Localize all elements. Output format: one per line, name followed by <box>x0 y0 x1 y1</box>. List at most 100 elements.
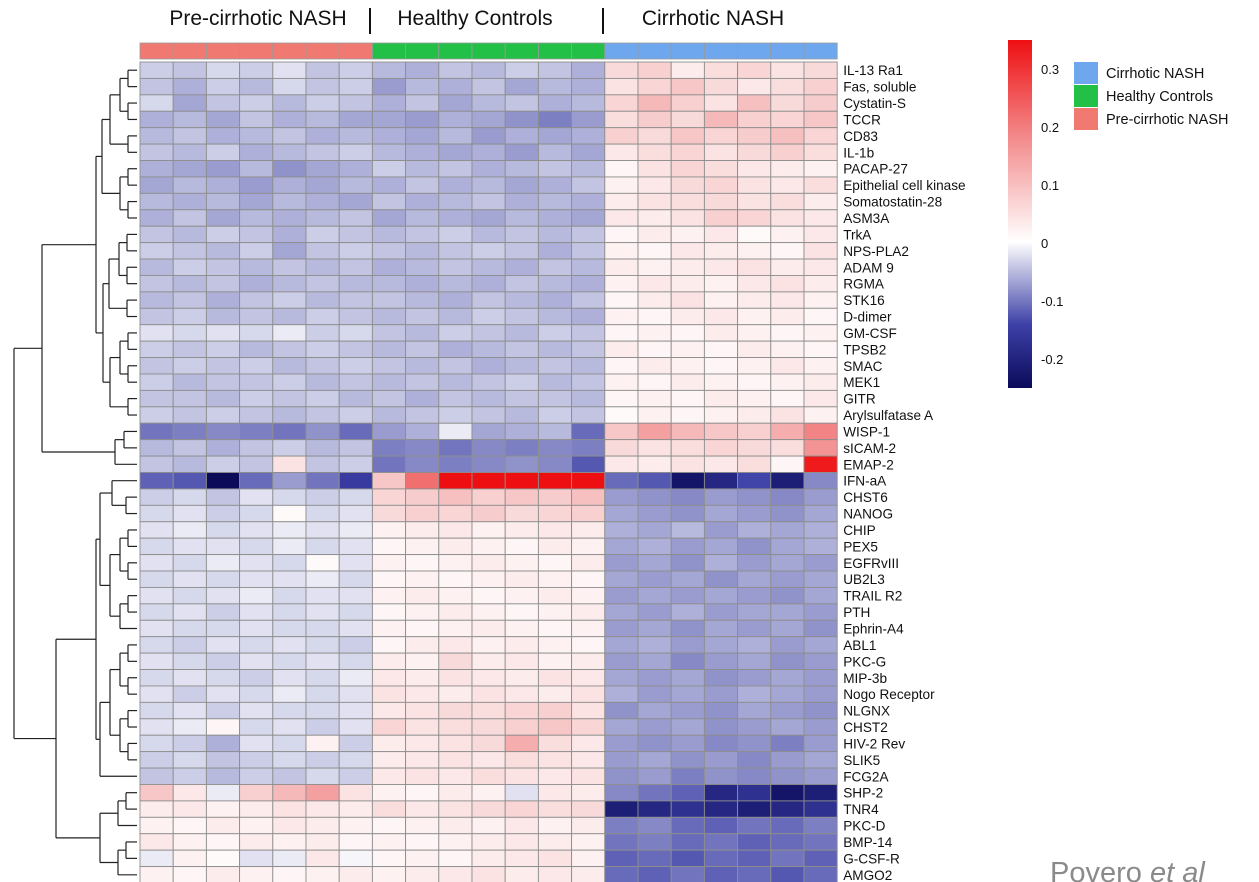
heatmap-cell <box>537 619 573 638</box>
heatmap-cell <box>637 685 672 703</box>
heatmap-cell <box>737 554 772 572</box>
citation-credit: Povero et al <box>1050 857 1206 882</box>
heatmap-cell <box>803 61 838 79</box>
heatmap-cell <box>438 61 473 79</box>
heatmap-cell <box>239 537 274 556</box>
heatmap-cell <box>471 127 506 145</box>
heatmap-cell <box>172 455 207 473</box>
heatmap-cell <box>670 521 705 539</box>
heatmap-cell <box>737 784 772 802</box>
heatmap-cell <box>338 652 373 670</box>
heatmap-cell <box>239 127 274 145</box>
heatmap-cell <box>139 357 174 375</box>
heatmap-cell <box>703 619 739 638</box>
heatmap-cell <box>504 619 539 638</box>
heatmap-cell <box>637 488 672 506</box>
heatmap-cell <box>504 554 539 572</box>
heatmap-cell <box>239 291 274 309</box>
heatmap-cell <box>272 324 307 342</box>
heatmap-cell <box>637 603 672 621</box>
heatmap-cell <box>571 570 606 588</box>
heatmap-cell <box>604 603 639 621</box>
heatmap-cell <box>537 603 573 621</box>
heatmap-cell <box>305 455 340 473</box>
heatmap-cell <box>239 389 274 408</box>
heatmap-cell <box>272 751 307 769</box>
heatmap-cell <box>239 176 274 194</box>
heatmap-cell <box>239 455 274 473</box>
heatmap-cell <box>405 422 440 441</box>
heatmap-cell <box>604 701 639 720</box>
heatmap-cell <box>703 734 739 753</box>
heatmap-cell <box>272 652 307 670</box>
heatmap-cell <box>272 160 307 178</box>
heatmap-cell <box>305 636 340 654</box>
heatmap-cell <box>604 61 639 79</box>
heatmap-cell <box>139 225 174 244</box>
heatmap-cell <box>537 636 573 654</box>
heatmap-cell <box>371 767 407 785</box>
group-annotation-bar <box>139 42 838 60</box>
heatmap-cell <box>670 127 705 145</box>
heatmap-cell <box>637 718 672 736</box>
heatmap-cell <box>770 275 805 293</box>
legend-swatch <box>1074 108 1098 130</box>
heatmap-cell <box>338 619 373 638</box>
heatmap-cell <box>239 340 274 359</box>
heatmap-cell <box>172 734 207 753</box>
heatmap-cell <box>670 258 705 276</box>
heatmap-cell <box>504 636 539 654</box>
row-label: CHST2 <box>843 720 888 735</box>
group-header-cirrhotic: Cirrhotic NASH <box>642 7 784 30</box>
heatmap-cell <box>504 488 539 506</box>
heatmap-cell <box>637 701 672 720</box>
heatmap-cell <box>537 357 573 375</box>
heatmap-cell <box>239 718 274 736</box>
row-label: NANOG <box>843 507 893 522</box>
heatmap-cell <box>405 373 440 391</box>
heatmap-cell <box>371 439 407 457</box>
legend-label: Healthy Controls <box>1106 89 1213 105</box>
heatmap-cell <box>305 406 340 424</box>
heatmap-cell <box>670 751 705 769</box>
heatmap-cell <box>703 307 739 326</box>
heatmap-cell <box>172 209 207 227</box>
heatmap-cell <box>272 586 307 605</box>
heatmap-cell <box>604 389 639 408</box>
heatmap-cell <box>471 488 506 506</box>
heatmap-cell <box>239 767 274 785</box>
annotation-cell <box>205 42 240 60</box>
heatmap-cell <box>371 373 407 391</box>
heatmap-cell <box>770 307 805 326</box>
heatmap-cell <box>139 77 174 96</box>
heatmap-cell <box>737 439 772 457</box>
heatmap-cell <box>537 488 573 506</box>
heatmap-cell <box>504 652 539 670</box>
heatmap-cell <box>737 701 772 720</box>
heatmap-cell <box>338 373 373 391</box>
annotation-cell <box>538 42 573 60</box>
heatmap-cell <box>703 143 739 161</box>
heatmap-cell <box>703 160 739 178</box>
heatmap-cell <box>272 521 307 539</box>
heatmap-cell <box>205 406 241 424</box>
heatmap-cell <box>239 242 274 260</box>
heatmap-cell <box>471 718 506 736</box>
heatmap-cell <box>703 767 739 785</box>
heatmap-cell <box>272 258 307 276</box>
heatmap-cell <box>338 110 373 129</box>
heatmap-cell <box>371 800 407 818</box>
heatmap-cell <box>770 291 805 309</box>
heatmap-cell <box>770 767 805 785</box>
heatmap-cell <box>571 77 606 96</box>
heatmap-cell <box>205 472 241 490</box>
heatmap-cell <box>272 389 307 408</box>
heatmap-cell <box>305 816 340 835</box>
heatmap-cell <box>139 127 174 145</box>
heatmap-cell <box>703 422 739 441</box>
heatmap-cell <box>803 833 838 851</box>
heatmap-cell <box>405 718 440 736</box>
heatmap-cell <box>139 340 174 359</box>
heatmap-cell <box>205 291 241 309</box>
heatmap-cell <box>438 242 473 260</box>
